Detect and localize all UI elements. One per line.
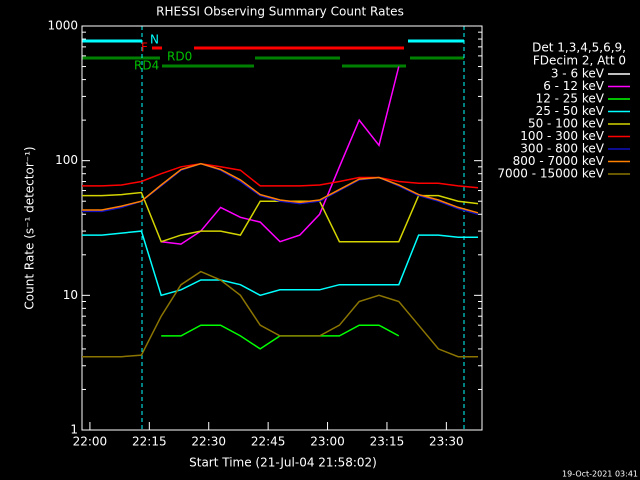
annotation: N: [150, 33, 159, 47]
y-axis-label: Count Rate (s⁻¹ detector⁻¹): [23, 146, 37, 309]
series-line: [161, 324, 400, 350]
x-tick-label: 23:15: [370, 435, 405, 449]
legend-label: 6 - 12 keV: [543, 79, 605, 93]
legend-label: 100 - 300 keV: [520, 129, 604, 143]
legend-label: 12 - 25 keV: [536, 92, 605, 106]
plot-frame: [81, 25, 483, 431]
y-tick-label: 1: [70, 423, 78, 437]
annotation-bars: [82, 26, 465, 430]
y-tick-label: 1000: [47, 19, 78, 33]
y-tick-label: 10: [63, 288, 78, 302]
x-tick-label: 22:45: [251, 435, 286, 449]
x-tick-label: 22:15: [132, 435, 167, 449]
x-tick-label: 23:00: [310, 435, 345, 449]
legend-label: 300 - 800 keV: [520, 142, 604, 156]
timestamp: 19-Oct-2021 03:41: [562, 470, 638, 479]
x-tick-label: 23:30: [429, 435, 464, 449]
y-tick-label: 100: [55, 153, 78, 167]
chart-title: RHESSI Observing Summary Count Rates: [156, 5, 404, 19]
legend-label: 800 - 7000 keV: [513, 154, 605, 168]
series-line: [82, 162, 479, 216]
series-line: [161, 66, 400, 245]
series-line: [82, 230, 478, 297]
legend-label: 25 - 50 keV: [536, 104, 605, 118]
x-tick-label: 22:00: [73, 435, 108, 449]
series-line: [82, 162, 479, 214]
legend-label: 3 - 6 keV: [551, 67, 605, 81]
x-tick-label: 22:30: [191, 435, 226, 449]
legend-label: 7000 - 15000 keV: [497, 167, 604, 181]
legend-header: Det 1,3,4,5,6,9,: [532, 41, 626, 55]
x-axis-label: Start Time (21-Jul-04 21:58:02): [189, 456, 377, 470]
legend-label: 50 - 100 keV: [528, 117, 605, 131]
annotation: F: [141, 41, 148, 55]
series-line: [82, 162, 479, 189]
annotation: RD0: [167, 50, 192, 64]
series-line: [82, 270, 478, 358]
annotation: RD4: [134, 59, 159, 73]
series-line: [160, 96, 400, 269]
legend-header: FDecim 2, Att 0: [533, 54, 626, 68]
